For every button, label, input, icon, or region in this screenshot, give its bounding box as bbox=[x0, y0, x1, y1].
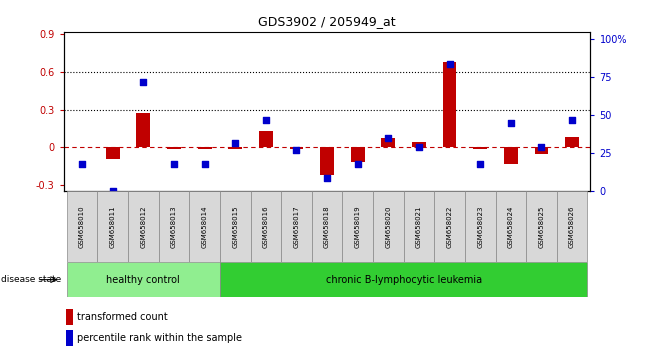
Point bbox=[168, 161, 179, 167]
Bar bbox=[312, 191, 342, 262]
Text: GSM658025: GSM658025 bbox=[539, 205, 544, 248]
Point bbox=[199, 161, 210, 167]
Text: GSM658026: GSM658026 bbox=[569, 205, 575, 248]
Bar bbox=[128, 191, 158, 262]
Point bbox=[475, 161, 486, 167]
Text: GSM658018: GSM658018 bbox=[324, 205, 330, 248]
Bar bbox=[320, 147, 334, 175]
Text: transformed count: transformed count bbox=[77, 312, 168, 322]
Bar bbox=[250, 191, 281, 262]
Bar bbox=[565, 137, 579, 147]
Bar bbox=[382, 138, 395, 147]
Text: GSM658020: GSM658020 bbox=[385, 205, 391, 248]
Bar bbox=[342, 191, 373, 262]
Text: GSM658013: GSM658013 bbox=[171, 205, 177, 248]
Point bbox=[383, 135, 394, 141]
Point bbox=[444, 61, 455, 67]
Bar bbox=[473, 147, 487, 149]
Bar bbox=[290, 147, 303, 149]
Text: GSM658010: GSM658010 bbox=[79, 205, 85, 248]
Text: GSM658019: GSM658019 bbox=[355, 205, 361, 248]
Text: percentile rank within the sample: percentile rank within the sample bbox=[77, 333, 242, 343]
Point bbox=[76, 161, 87, 167]
Bar bbox=[465, 191, 496, 262]
Bar bbox=[443, 62, 456, 147]
Point bbox=[230, 140, 241, 145]
Bar bbox=[228, 147, 242, 149]
Text: GSM658015: GSM658015 bbox=[232, 205, 238, 248]
Text: GSM658016: GSM658016 bbox=[263, 205, 269, 248]
Bar bbox=[281, 191, 312, 262]
Bar bbox=[189, 191, 220, 262]
Bar bbox=[351, 147, 364, 162]
Bar bbox=[504, 147, 518, 164]
Bar bbox=[66, 309, 73, 325]
Bar bbox=[259, 131, 272, 147]
Bar bbox=[220, 262, 587, 297]
Point bbox=[505, 120, 516, 126]
Text: GSM658021: GSM658021 bbox=[416, 205, 422, 248]
Text: GSM658022: GSM658022 bbox=[447, 205, 453, 248]
Point bbox=[567, 117, 578, 123]
Text: GDS3902 / 205949_at: GDS3902 / 205949_at bbox=[258, 15, 396, 28]
Bar bbox=[67, 262, 220, 297]
Bar bbox=[97, 191, 128, 262]
Bar bbox=[198, 147, 211, 149]
Text: disease state: disease state bbox=[1, 275, 61, 284]
Point bbox=[107, 188, 118, 194]
Text: GSM658012: GSM658012 bbox=[140, 205, 146, 248]
Text: chronic B-lymphocytic leukemia: chronic B-lymphocytic leukemia bbox=[325, 275, 482, 285]
Point bbox=[260, 117, 271, 123]
Point bbox=[413, 144, 424, 150]
Text: GSM658024: GSM658024 bbox=[508, 205, 514, 248]
Bar bbox=[220, 191, 250, 262]
Bar bbox=[557, 191, 587, 262]
Bar bbox=[404, 191, 434, 262]
Bar bbox=[496, 191, 526, 262]
Bar bbox=[373, 191, 404, 262]
Point bbox=[321, 175, 332, 180]
Text: GSM658014: GSM658014 bbox=[201, 205, 207, 248]
Bar bbox=[106, 147, 119, 159]
Point bbox=[352, 161, 363, 167]
Bar bbox=[158, 191, 189, 262]
Text: GSM658011: GSM658011 bbox=[110, 205, 115, 248]
Text: GSM658017: GSM658017 bbox=[293, 205, 299, 248]
Bar bbox=[535, 147, 548, 154]
Bar bbox=[412, 142, 426, 147]
Bar bbox=[434, 191, 465, 262]
Bar bbox=[167, 147, 181, 149]
Point bbox=[536, 144, 547, 150]
Point bbox=[291, 147, 302, 153]
Bar bbox=[67, 191, 97, 262]
Bar bbox=[136, 113, 150, 147]
Text: GSM658023: GSM658023 bbox=[477, 205, 483, 248]
Bar bbox=[526, 191, 557, 262]
Text: healthy control: healthy control bbox=[107, 275, 180, 285]
Bar bbox=[66, 330, 73, 346]
Point bbox=[138, 79, 149, 85]
